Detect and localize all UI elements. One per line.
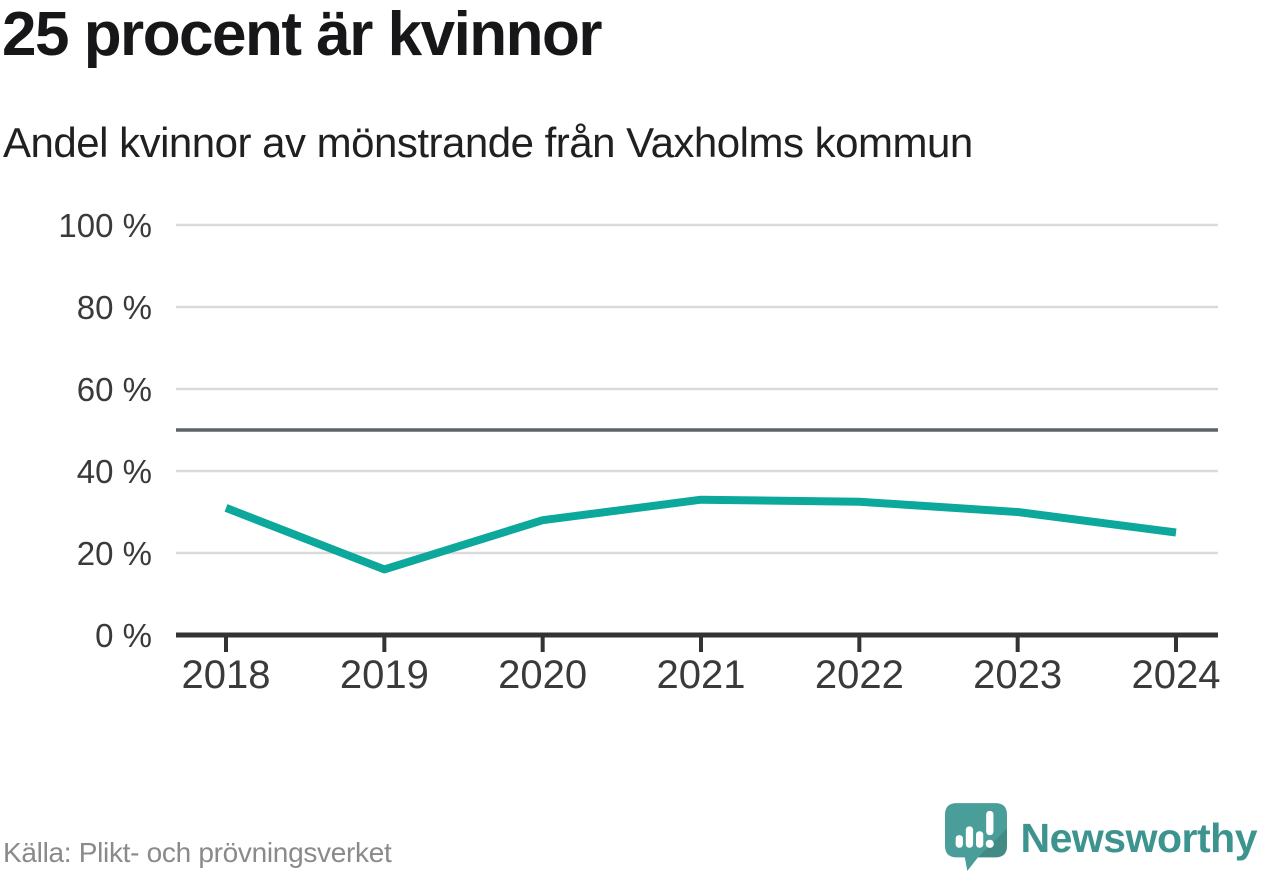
y-axis-label-100: 100 % bbox=[58, 207, 152, 244]
line-chart: 0 % 20 % 40 % 60 % 80 % 100 % 2018 2019 2020 2021… bbox=[58, 207, 1221, 697]
y-axis-label-20: 20 % bbox=[77, 535, 152, 572]
chart-subtitle: Andel kvinnor av mönstrande från Vaxholm… bbox=[3, 119, 973, 166]
x-axis-label-2024: 2024 bbox=[1132, 653, 1221, 697]
x-axis-label-2023: 2023 bbox=[973, 653, 1062, 697]
brand-name: Newsworthy bbox=[1020, 814, 1258, 861]
data-line bbox=[224, 495, 1177, 574]
newsworthy-logo: Newsworthy bbox=[944, 803, 1258, 873]
x-axis-label-2019: 2019 bbox=[340, 653, 429, 697]
x-axis-label-2022: 2022 bbox=[815, 653, 904, 697]
y-axis-label-40: 40 % bbox=[77, 453, 152, 490]
y-axis-label-80: 80 % bbox=[77, 289, 152, 326]
source-note: Källa: Plikt- och prövningsverket bbox=[3, 837, 392, 868]
x-axis-label-2020: 2020 bbox=[498, 653, 587, 697]
x-axis-label-2021: 2021 bbox=[657, 653, 746, 697]
y-axis-label-60: 60 % bbox=[77, 371, 152, 408]
chart-title: 25 procent är kvinnor bbox=[2, 0, 603, 69]
y-axis-label-0: 0 % bbox=[95, 617, 152, 654]
newsworthy-logo-icon bbox=[944, 803, 1007, 871]
x-axis-label-2018: 2018 bbox=[182, 653, 271, 697]
